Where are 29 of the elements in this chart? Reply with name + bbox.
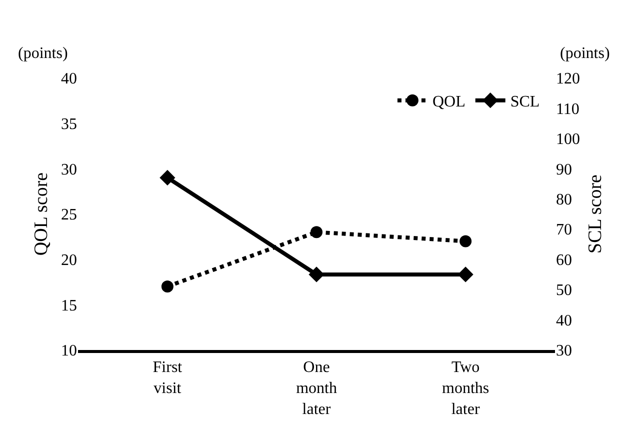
y2-tick-label: 30 <box>556 342 572 360</box>
y2-tick-label: 90 <box>556 161 572 178</box>
y2-tick-label: 60 <box>556 252 572 269</box>
y2-tick-label: 80 <box>556 191 572 208</box>
y2-tick-label: 120 <box>556 70 580 88</box>
y2-tick-label: 70 <box>556 222 572 239</box>
y2-tick-label: 110 <box>556 100 580 118</box>
y-tick-label: 10 <box>61 342 77 360</box>
y2-tick-label: 40 <box>556 312 572 330</box>
y-tick-label: 25 <box>61 206 77 224</box>
y-tick-label: 35 <box>61 116 77 133</box>
text: (points) <box>560 45 610 62</box>
y-tick-label: 15 <box>61 297 77 314</box>
y2-axis-title: SCL score <box>584 174 606 254</box>
legend-label: SCL <box>510 94 540 111</box>
y-tick-label: 20 <box>61 252 77 269</box>
y2-tick-label: 50 <box>556 282 572 300</box>
y-axis-title: QOL score <box>30 172 52 256</box>
point <box>161 280 174 293</box>
x-tick-label: Two months later <box>442 359 490 418</box>
y-tick-label: 30 <box>61 161 77 178</box>
point <box>310 226 322 238</box>
y2-tick-label: 100 <box>556 131 580 148</box>
x-tick-label: First visit <box>152 359 183 397</box>
point <box>460 235 472 248</box>
y-tick-label: 40 <box>61 70 77 88</box>
x-tick-label: One month later <box>296 359 337 418</box>
text: (points) <box>18 45 68 62</box>
legend-label: QOL <box>432 94 466 111</box>
